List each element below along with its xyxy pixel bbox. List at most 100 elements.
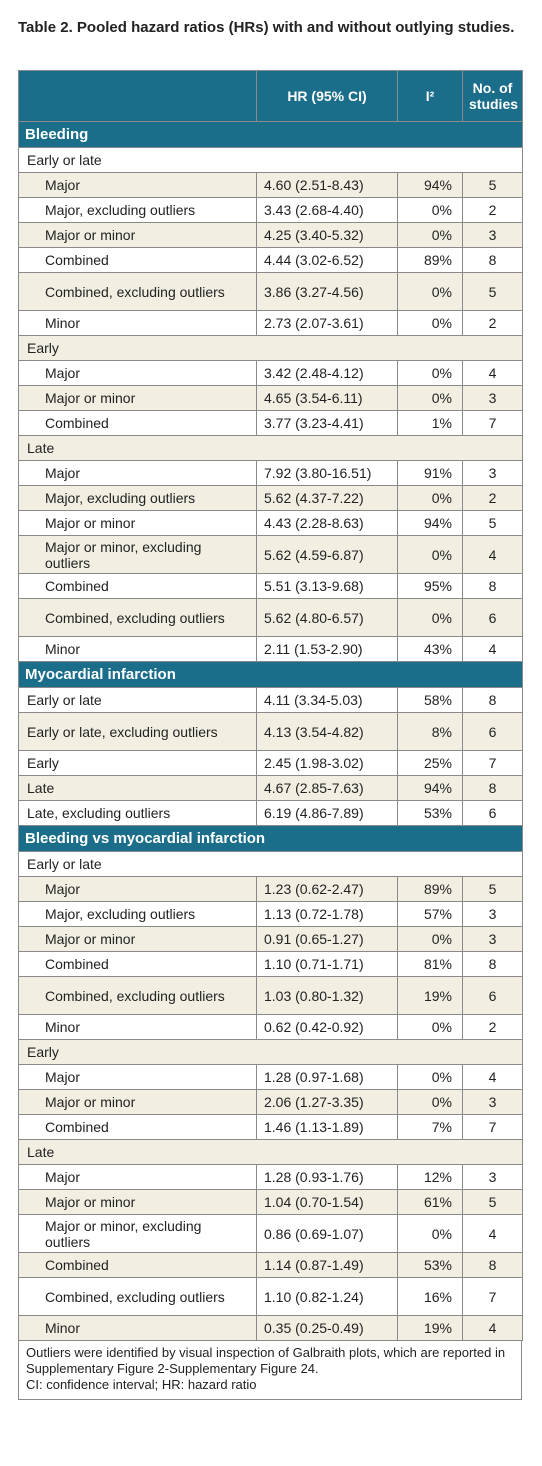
row-label: Combined, excluding outliers: [18, 272, 257, 311]
row-label: Combined, excluding outliers: [18, 1277, 257, 1316]
i2-cell: 0%: [397, 272, 463, 311]
i2-cell: 43%: [397, 636, 463, 662]
hr-cell: 7.92 (3.80-16.51): [256, 460, 398, 486]
count-cell: 8: [462, 247, 523, 273]
group-label: Early: [18, 335, 523, 361]
hr-cell: 5.62 (4.80-6.57): [256, 598, 398, 637]
count-cell: 8: [462, 687, 523, 713]
hr-cell: 1.28 (0.97-1.68): [256, 1064, 398, 1090]
data-row: Major 1.23 (0.62-2.47) 89% 5: [18, 876, 523, 902]
data-row: Early or late, excluding outliers 4.13 (3…: [18, 712, 523, 751]
section-row: Myocardial infarction: [18, 661, 523, 688]
group-label: Early or late: [18, 851, 523, 877]
count-cell: 7: [462, 750, 523, 776]
i2-cell: 0%: [397, 385, 463, 411]
count-cell: 3: [462, 1164, 523, 1190]
data-row: Minor 2.73 (2.07-3.61) 0% 2: [18, 310, 523, 336]
hr-cell: 1.10 (0.71-1.71): [256, 951, 398, 977]
i2-cell: 94%: [397, 172, 463, 198]
hr-cell: 3.42 (2.48-4.12): [256, 360, 398, 386]
row-label: Combined: [18, 247, 257, 273]
i2-cell: 12%: [397, 1164, 463, 1190]
i2-cell: 0%: [397, 360, 463, 386]
group-row: Late: [18, 435, 523, 461]
hr-cell: 0.62 (0.42-0.92): [256, 1014, 398, 1040]
count-cell: 2: [462, 1014, 523, 1040]
hr-cell: 1.14 (0.87-1.49): [256, 1252, 398, 1278]
count-cell: 8: [462, 951, 523, 977]
i2-cell: 95%: [397, 573, 463, 599]
i2-cell: 1%: [397, 410, 463, 436]
row-label: Major, excluding outliers: [18, 901, 257, 927]
row-label: Major or minor: [18, 222, 257, 248]
count-cell: 3: [462, 1089, 523, 1115]
hr-cell: 3.43 (2.68-4.40): [256, 197, 398, 223]
data-row: Minor 2.11 (1.53-2.90) 43% 4: [18, 636, 523, 662]
row-label: Major: [18, 1164, 257, 1190]
group-row: Late: [18, 1139, 523, 1165]
footnotes: Outliers were identified by visual inspe…: [18, 1341, 522, 1400]
hr-cell: 1.10 (0.82-1.24): [256, 1277, 398, 1316]
table: HR (95% CI) I² No. of studies Bleeding Ea…: [18, 70, 523, 1341]
i2-cell: 25%: [397, 750, 463, 776]
data-row: Combined, excluding outliers 1.03 (0.80-1…: [18, 976, 523, 1015]
data-row: Major, excluding outliers 5.62 (4.37-7.22…: [18, 485, 523, 511]
i2-cell: 61%: [397, 1189, 463, 1215]
count-cell: 4: [462, 535, 523, 574]
count-cell: 2: [462, 310, 523, 336]
count-cell: 4: [462, 1214, 523, 1253]
hr-cell: 4.25 (3.40-5.32): [256, 222, 398, 248]
i2-cell: 8%: [397, 712, 463, 751]
i2-cell: 0%: [397, 535, 463, 574]
footnote: CI: confidence interval; HR: hazard rati…: [26, 1377, 257, 1392]
data-row: Major 1.28 (0.97-1.68) 0% 4: [18, 1064, 523, 1090]
count-cell: 2: [462, 485, 523, 511]
data-row: Early 2.45 (1.98-3.02) 25% 7: [18, 750, 523, 776]
data-row: Major or minor 1.04 (0.70-1.54) 61% 5: [18, 1189, 523, 1215]
hr-cell: 1.04 (0.70-1.54): [256, 1189, 398, 1215]
header-row: HR (95% CI) I² No. of studies: [18, 70, 523, 122]
hr-cell: 1.03 (0.80-1.32): [256, 976, 398, 1015]
hr-cell: 1.46 (1.13-1.89): [256, 1114, 398, 1140]
i2-cell: 81%: [397, 951, 463, 977]
row-label: Major: [18, 172, 257, 198]
data-row: Combined 1.14 (0.87-1.49) 53% 8: [18, 1252, 523, 1278]
data-row: Major 1.28 (0.93-1.76) 12% 3: [18, 1164, 523, 1190]
data-row: Major or minor 4.25 (3.40-5.32) 0% 3: [18, 222, 523, 248]
hr-cell: 5.62 (4.59-6.87): [256, 535, 398, 574]
group-label: Late: [18, 1139, 523, 1165]
data-row: Early or late 4.11 (3.34-5.03) 58% 8: [18, 687, 523, 713]
count-cell: 5: [462, 510, 523, 536]
row-label: Major: [18, 876, 257, 902]
data-row: Combined 1.10 (0.71-1.71) 81% 8: [18, 951, 523, 977]
row-label: Minor: [18, 310, 257, 336]
count-cell: 5: [462, 272, 523, 311]
count-cell: 4: [462, 1064, 523, 1090]
count-cell: 6: [462, 800, 523, 826]
row-label: Minor: [18, 1014, 257, 1040]
row-label: Early or late: [18, 687, 257, 713]
row-label: Major or minor, excluding outliers: [18, 1214, 257, 1253]
hr-cell: 2.45 (1.98-3.02): [256, 750, 398, 776]
data-row: Major, excluding outliers 3.43 (2.68-4.40…: [18, 197, 523, 223]
row-label: Combined: [18, 1114, 257, 1140]
i2-cell: 0%: [397, 1089, 463, 1115]
row-label: Early: [18, 750, 257, 776]
hr-cell: 1.23 (0.62-2.47): [256, 876, 398, 902]
row-label: Combined: [18, 573, 257, 599]
count-cell: 5: [462, 1189, 523, 1215]
row-label: Major: [18, 360, 257, 386]
section-title: Myocardial infarction: [18, 661, 523, 688]
data-row: Combined, excluding outliers 5.62 (4.80-6…: [18, 598, 523, 637]
hr-cell: 2.06 (1.27-3.35): [256, 1089, 398, 1115]
i2-cell: 0%: [397, 1214, 463, 1253]
i2-cell: 0%: [397, 1014, 463, 1040]
row-label: Late, excluding outliers: [18, 800, 257, 826]
row-label: Combined, excluding outliers: [18, 598, 257, 637]
section-row: Bleeding vs myocardial infarction: [18, 825, 523, 852]
i2-cell: 0%: [397, 598, 463, 637]
i2-cell: 91%: [397, 460, 463, 486]
data-row: Major 3.42 (2.48-4.12) 0% 4: [18, 360, 523, 386]
row-label: Early or late, excluding outliers: [18, 712, 257, 751]
group-row: Early: [18, 335, 523, 361]
